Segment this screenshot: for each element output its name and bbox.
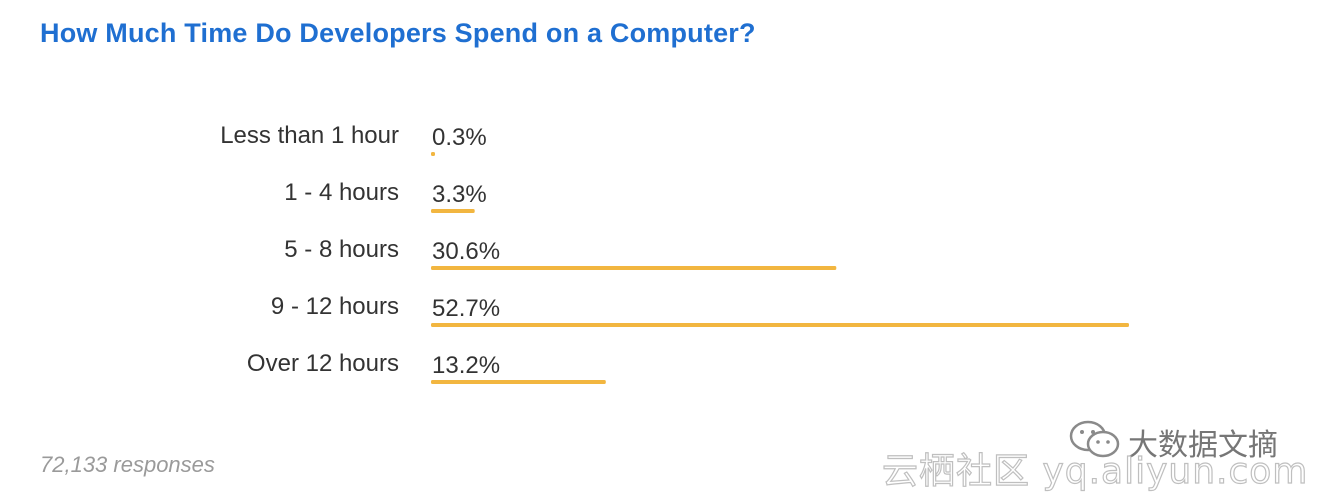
value-label: 52.7% — [432, 295, 500, 322]
category-label: 5 - 8 hours — [284, 236, 399, 263]
responses-count: 72,133 responses — [40, 452, 215, 477]
watermark-site: 云栖社区 yq.aliyun.com — [881, 450, 1309, 492]
value-label: 3.3% — [432, 181, 487, 208]
bar — [431, 266, 837, 270]
category-label: 1 - 4 hours — [284, 179, 399, 206]
value-label: 30.6% — [432, 238, 500, 265]
bar — [431, 380, 606, 384]
category-label: Less than 1 hour — [220, 122, 399, 149]
bar — [431, 323, 1129, 327]
category-label: 9 - 12 hours — [271, 293, 399, 320]
watermark-chinese-label: 大数据文摘 — [1128, 428, 1278, 463]
bar — [431, 152, 435, 156]
chart-title: How Much Time Do Developers Spend on a C… — [40, 18, 756, 48]
bar-chart: Less than 1 hour 0.3% 1 - 4 hours 3.3% 5 - 8… — [220, 122, 1129, 384]
value-label: 13.2% — [432, 352, 500, 379]
bar — [431, 209, 475, 213]
wechat-icon — [1069, 420, 1120, 458]
value-label: 0.3% — [432, 124, 487, 151]
category-label: Over 12 hours — [247, 350, 399, 377]
